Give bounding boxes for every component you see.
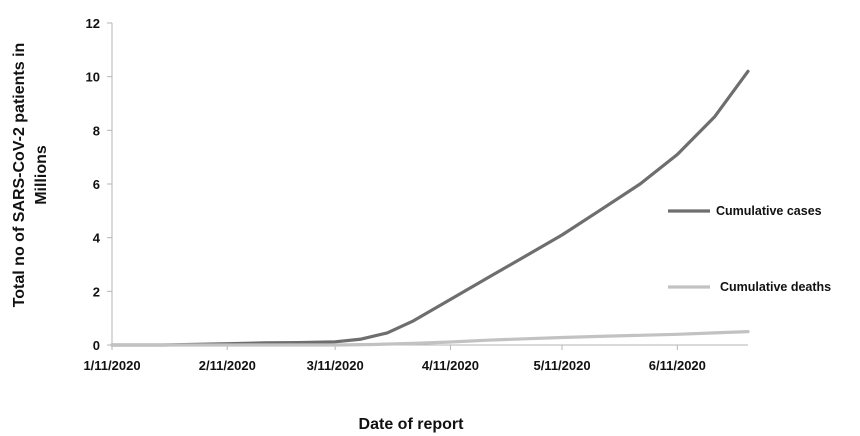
x-tick-label: 5/11/2020 — [533, 358, 590, 373]
series-layer — [110, 69, 750, 347]
x-axis-ticks: 1/11/2020 2/11/2020 3/11/2020 4/11/2020 5/11… — [83, 345, 706, 373]
y-axis-title-line-1: Total no of SARS-CoV-2 patients in — [11, 43, 28, 308]
series-line-cumulative-deaths — [110, 330, 750, 347]
x-tick-label: 1/11/2020 — [83, 358, 140, 373]
y-tick-label: 8 — [93, 123, 100, 138]
y-axis-title-line-2: Millions — [33, 145, 50, 205]
x-tick-label: 6/11/2020 — [649, 358, 706, 373]
y-tick-label: 6 — [93, 177, 100, 192]
x-tick-label: 4/11/2020 — [422, 358, 479, 373]
x-axis-title: Date of report — [359, 416, 465, 433]
x-tick-label: 3/11/2020 — [307, 358, 364, 373]
y-tick-label: 12 — [86, 16, 100, 31]
y-tick-label: 2 — [93, 284, 100, 299]
y-axis-ticks: 0 2 4 6 8 10 12 — [86, 16, 112, 353]
legend: Cumulative cases Cumulative deaths — [668, 204, 831, 294]
y-tick-label: 0 — [93, 338, 100, 353]
series-line-cumulative-cases — [110, 69, 750, 347]
legend-label: Cumulative cases — [716, 204, 822, 218]
y-tick-label: 10 — [86, 70, 100, 85]
x-tick-label: 2/11/2020 — [199, 358, 256, 373]
y-tick-label: 4 — [93, 231, 101, 246]
legend-label: Cumulative deaths — [720, 280, 831, 294]
